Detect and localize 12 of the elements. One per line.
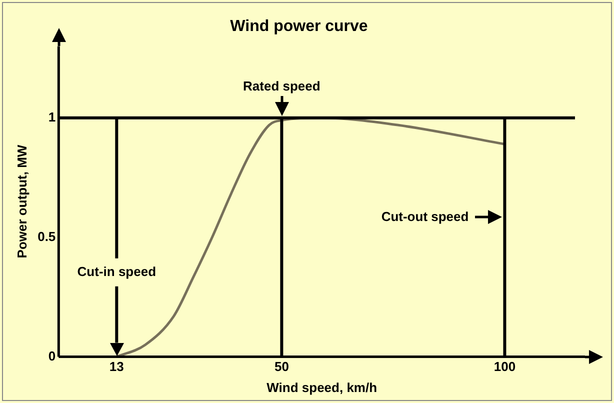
ref-line-label: Cut-out speed <box>381 208 469 224</box>
y-tick-label: 0 <box>48 348 56 364</box>
y-tick-label: 0.5 <box>38 228 56 244</box>
ref-line-label: Rated speed <box>243 78 320 94</box>
ref-line-label: Cut-in speed <box>77 264 156 279</box>
x-axis-title: Wind speed, km/h <box>266 380 378 395</box>
x-tick-label: 100 <box>494 359 516 374</box>
x-tick-label: 50 <box>274 359 289 374</box>
y-axis-title: Power output, MW <box>14 144 30 258</box>
x-tick-label: 13 <box>109 359 124 374</box>
chart-title: Wind power curve <box>230 18 368 36</box>
y-tick-label: 1 <box>48 109 56 124</box>
